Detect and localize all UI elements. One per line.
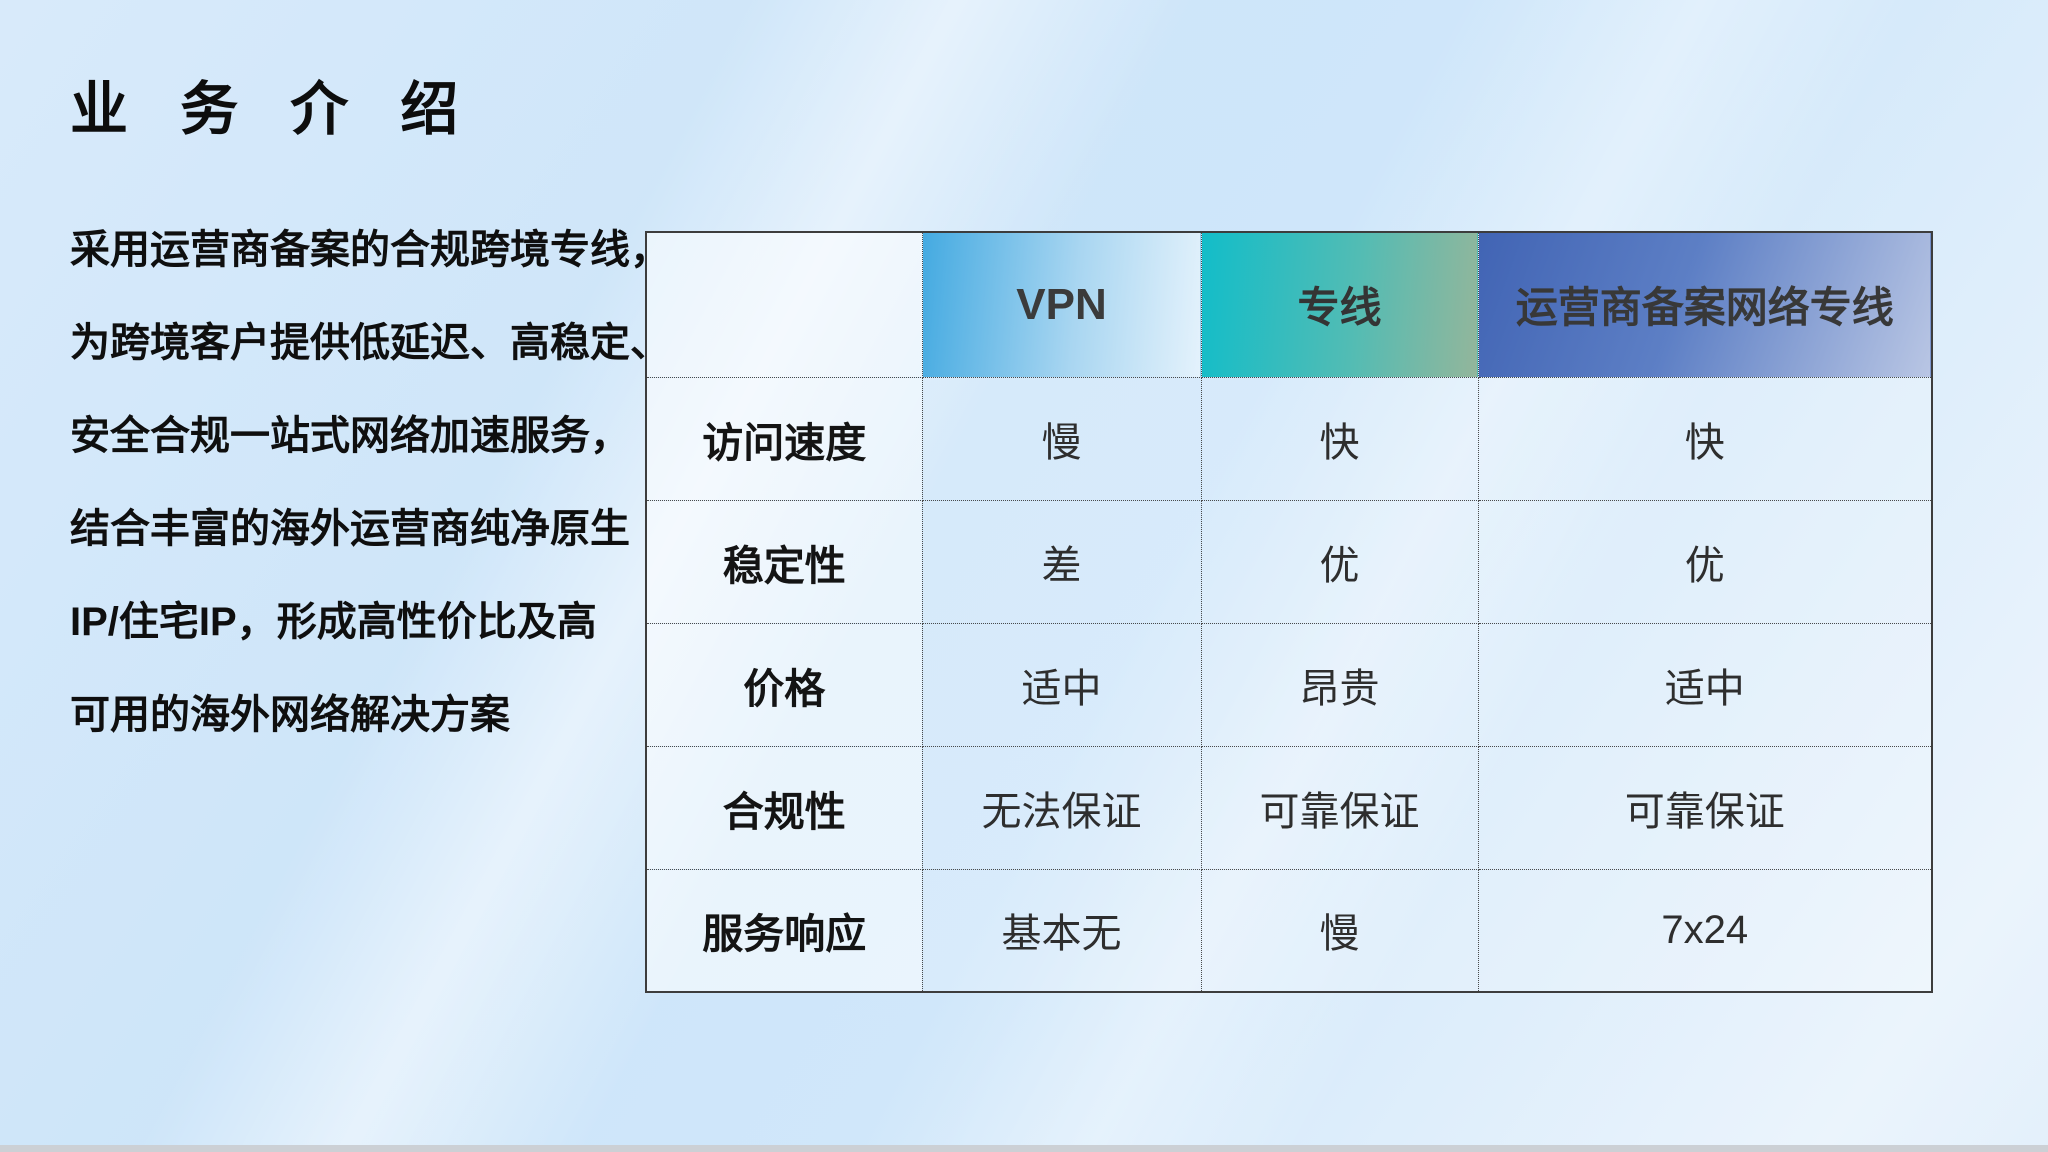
cell-stability-vpn: 差 [921, 499, 1202, 624]
intro-line-1: 采用运营商备案的合规跨境专线， [70, 228, 670, 272]
intro-line-6: 可用的海外网络解决方案 [70, 693, 510, 737]
intro-paragraph: 采用运营商备案的合规跨境专线， 为跨境客户提供低延迟、高稳定、 安全合规一站式网… [70, 204, 670, 762]
cell-access-speed-dedicated: 快 [1200, 376, 1479, 501]
table-row-stability: 稳定性 差 优 优 [645, 499, 1933, 624]
table-header-row: VPN 专线 运营商备案网络专线 [645, 231, 1933, 378]
intro-line-5: IP/住宅IP，形成高性价比及高 [70, 600, 597, 644]
table-row-compliance: 合规性 无法保证 可靠保证 可靠保证 [645, 745, 1933, 870]
row-label-access-speed: 访问速度 [645, 376, 923, 501]
cell-service-response-dedicated: 慢 [1200, 868, 1479, 993]
cell-compliance-dedicated: 可靠保证 [1200, 745, 1479, 870]
row-label-price: 价格 [645, 622, 923, 747]
header-dedicated-line: 专线 [1200, 231, 1479, 378]
cell-stability-carrier: 优 [1477, 499, 1933, 624]
cell-access-speed-vpn: 慢 [921, 376, 1202, 501]
cell-access-speed-carrier: 快 [1477, 376, 1933, 501]
comparison-table: VPN 专线 运营商备案网络专线 访问速度 慢 快 快 稳定性 差 优 优 价格… [645, 231, 1933, 993]
cell-price-carrier: 适中 [1477, 622, 1933, 747]
table-row-access-speed: 访问速度 慢 快 快 [645, 376, 1933, 501]
header-empty-cell [645, 231, 923, 378]
row-label-compliance: 合规性 [645, 745, 923, 870]
row-label-service-response: 服务响应 [645, 868, 923, 993]
row-label-stability: 稳定性 [645, 499, 923, 624]
cell-compliance-carrier: 可靠保证 [1477, 745, 1933, 870]
cell-price-dedicated: 昂贵 [1200, 622, 1479, 747]
intro-line-4: 结合丰富的海外运营商纯净原生 [70, 507, 630, 551]
intro-line-3: 安全合规一站式网络加速服务， [70, 414, 630, 458]
cell-compliance-vpn: 无法保证 [921, 745, 1202, 870]
cell-service-response-carrier: 7x24 [1477, 868, 1933, 993]
cell-price-vpn: 适中 [921, 622, 1202, 747]
bottom-strip [0, 1145, 2048, 1152]
intro-line-2: 为跨境客户提供低延迟、高稳定、 [70, 321, 670, 365]
table-row-service-response: 服务响应 基本无 慢 7x24 [645, 868, 1933, 993]
cell-stability-dedicated: 优 [1200, 499, 1479, 624]
page-title: 业 务 介 绍 [70, 77, 477, 142]
cell-service-response-vpn: 基本无 [921, 868, 1202, 993]
header-carrier-registered-line: 运营商备案网络专线 [1477, 231, 1933, 378]
header-vpn: VPN [921, 231, 1202, 378]
table-row-price: 价格 适中 昂贵 适中 [645, 622, 1933, 747]
